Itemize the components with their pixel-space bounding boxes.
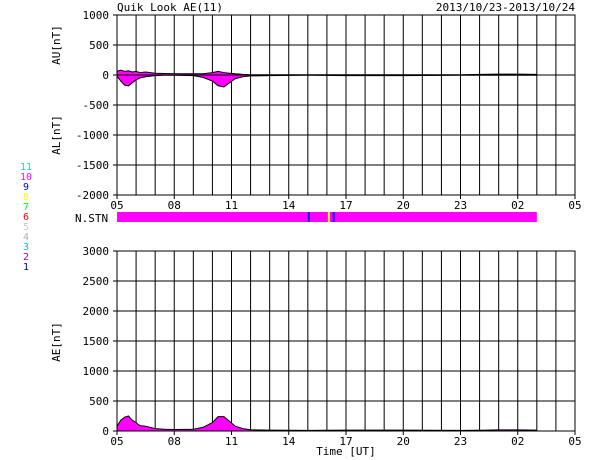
y-tick-label: 500 bbox=[89, 395, 109, 408]
station-legend-entry: 7 bbox=[22, 202, 30, 213]
y-tick-label: 1000 bbox=[83, 9, 110, 22]
station-legend-entry: 8 bbox=[22, 192, 30, 203]
y-tick-label: 3000 bbox=[83, 245, 110, 258]
y-tick-label: 1000 bbox=[83, 365, 110, 378]
x-tick-label: 05 bbox=[110, 435, 123, 448]
x-tick-label: 11 bbox=[225, 435, 238, 448]
x-tick-label: 14 bbox=[282, 199, 296, 212]
y-axis-label-al: AL[nT] bbox=[50, 115, 63, 155]
y-tick-label: 0 bbox=[102, 425, 109, 438]
nstn-label: N.STN bbox=[75, 212, 108, 225]
nstn-panel bbox=[117, 212, 537, 222]
station-count-legend: 11 10 9 8 7 6 5 4 3 2 1 bbox=[19, 163, 33, 273]
x-tick-label: 23 bbox=[454, 199, 467, 212]
station-legend-entry: 11 bbox=[19, 162, 33, 173]
x-tick-label: 02 bbox=[511, 199, 524, 212]
y-tick-label: 2000 bbox=[83, 305, 110, 318]
ae-series-line bbox=[116, 415, 537, 431]
y-tick-label: -1500 bbox=[76, 159, 109, 172]
y-tick-label: -500 bbox=[83, 99, 110, 112]
chart-title: Quik Look AE(11) bbox=[117, 1, 223, 14]
au-series-area bbox=[117, 70, 537, 75]
nstn-bar bbox=[117, 212, 537, 222]
x-tick-label: 05 bbox=[568, 199, 581, 212]
x-axis-label: Time [UT] bbox=[316, 445, 376, 458]
station-legend-entry: 9 bbox=[22, 182, 30, 193]
x-tick-label: 20 bbox=[397, 435, 410, 448]
station-legend-entry: 5 bbox=[22, 222, 30, 233]
nstn-drop-mark bbox=[327, 212, 330, 222]
y-tick-label: -2000 bbox=[76, 189, 109, 202]
al-series-area bbox=[117, 75, 537, 87]
nstn-drop-mark bbox=[332, 212, 335, 222]
x-tick-label: 08 bbox=[168, 435, 181, 448]
nstn-drop-mark bbox=[307, 212, 310, 222]
ae-series-area bbox=[117, 416, 537, 431]
station-legend-entry: 4 bbox=[22, 232, 30, 243]
y-tick-label: 1500 bbox=[83, 335, 110, 348]
station-legend-entry: 6 bbox=[22, 212, 30, 223]
x-tick-label: 17 bbox=[339, 199, 352, 212]
y-tick-label: 500 bbox=[89, 39, 109, 52]
x-tick-label: 11 bbox=[225, 199, 238, 212]
station-legend-entry: 10 bbox=[19, 172, 33, 183]
y-axis-label-ae: AE[nT] bbox=[50, 322, 63, 362]
x-tick-label: 08 bbox=[168, 199, 181, 212]
x-tick-label: 17 bbox=[339, 435, 352, 448]
y-tick-label: 0 bbox=[102, 69, 109, 82]
station-legend-entry: 2 bbox=[22, 252, 30, 263]
station-legend-entry: 1 bbox=[22, 262, 30, 273]
x-tick-label: 02 bbox=[511, 435, 524, 448]
x-tick-label: 14 bbox=[282, 435, 296, 448]
x-tick-label: 05 bbox=[110, 199, 123, 212]
y-tick-label: 2500 bbox=[83, 275, 110, 288]
date-range: 2013/10/23-2013/10/24 bbox=[436, 1, 575, 14]
y-tick-label: -1000 bbox=[76, 129, 109, 142]
x-tick-label: 23 bbox=[454, 435, 467, 448]
x-tick-label: 20 bbox=[397, 199, 410, 212]
station-legend-entry: 3 bbox=[22, 242, 30, 253]
x-tick-label: 05 bbox=[568, 435, 581, 448]
y-axis-label-au: AU[nT] bbox=[50, 25, 63, 65]
